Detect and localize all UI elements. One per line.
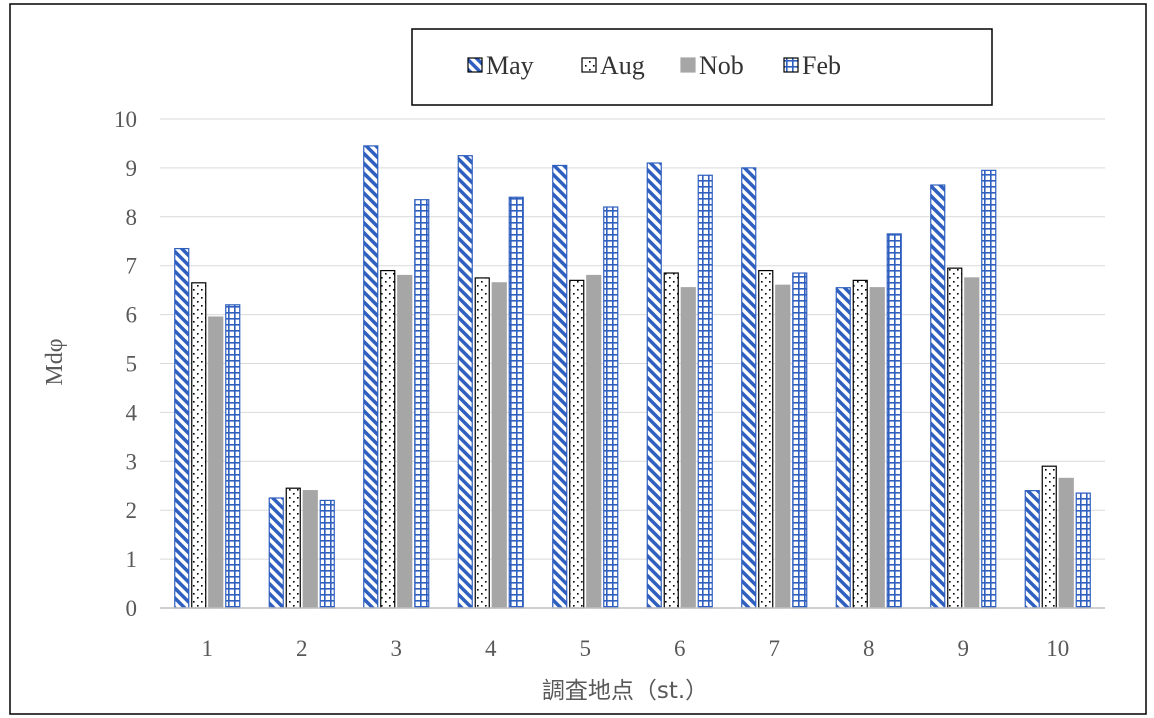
x-tick-label: 3 — [391, 636, 403, 661]
y-axis-tick-labels: 0 1 2 3 4 5 6 7 8 9 10 — [114, 107, 138, 621]
y-tick-label: 10 — [114, 107, 137, 132]
legend-swatch-may — [467, 57, 483, 73]
bar-nob-st2 — [302, 490, 318, 609]
bar-may-st6 — [646, 162, 662, 609]
bar-may-st7 — [741, 167, 757, 609]
x-tick-label: 1 — [202, 636, 214, 661]
bar-aug-st10 — [1041, 465, 1057, 609]
bar-aug-st2 — [285, 487, 301, 609]
bar-feb-st1 — [225, 304, 241, 609]
x-tick-label: 7 — [769, 636, 781, 661]
bar-may-st10 — [1024, 490, 1040, 609]
bar-may-st9 — [930, 184, 946, 609]
bar-may-st1 — [174, 247, 190, 609]
bar-feb-st6 — [697, 174, 713, 609]
bar-aug-st9 — [947, 267, 963, 609]
bar-nob-st8 — [869, 287, 885, 609]
x-tick-label: 9 — [958, 636, 970, 661]
bar-feb-st4 — [508, 196, 524, 609]
x-axis-tick-labels: 1 2 3 4 5 6 7 8 9 10 — [202, 636, 1070, 661]
bar-feb-st8 — [886, 233, 902, 609]
bar-aug-st6 — [663, 272, 679, 609]
x-tick-label: 5 — [580, 636, 592, 661]
y-tick-label: 0 — [126, 596, 138, 621]
y-tick-label: 1 — [126, 547, 138, 572]
bar-may-st8 — [835, 287, 851, 609]
x-tick-label: 6 — [674, 636, 686, 661]
y-tick-label: 3 — [126, 449, 138, 474]
bar-may-st3 — [363, 145, 379, 609]
y-tick-label: 2 — [126, 498, 138, 523]
legend-swatch-aug — [581, 57, 597, 73]
y-tick-label: 4 — [126, 400, 138, 425]
y-tick-label: 6 — [126, 303, 138, 328]
bar-feb-st10 — [1075, 492, 1091, 609]
bar-nob-st5 — [586, 274, 602, 609]
bar-may-st2 — [268, 497, 284, 609]
bar-nob-st1 — [208, 316, 224, 609]
bar-may-st4 — [457, 155, 473, 609]
bar-aug-st7 — [758, 269, 774, 609]
legend-label-aug: Aug — [600, 51, 645, 80]
legend-box — [411, 28, 993, 106]
bar-aug-st3 — [380, 269, 396, 609]
legend-label-may: May — [486, 51, 534, 80]
bar-aug-st1 — [191, 282, 207, 609]
legend-swatch-feb — [783, 57, 799, 73]
x-tick-label: 8 — [863, 636, 875, 661]
y-tick-label: 8 — [126, 205, 138, 230]
bar-aug-st8 — [852, 279, 868, 609]
bar-feb-st2 — [319, 499, 335, 609]
bar-nob-st9 — [964, 277, 980, 609]
legend-label-nob: Nob — [699, 51, 744, 80]
bar-feb-st9 — [981, 169, 997, 609]
x-tick-label: 10 — [1046, 636, 1069, 661]
x-tick-label: 4 — [485, 636, 497, 661]
bar-nob-st10 — [1058, 477, 1074, 609]
legend-label-feb: Feb — [802, 51, 841, 80]
bar-nob-st3 — [397, 274, 413, 609]
y-tick-label: 5 — [126, 352, 138, 377]
bar-may-st5 — [552, 164, 568, 609]
y-tick-label: 9 — [126, 156, 138, 181]
bar-aug-st5 — [569, 279, 585, 609]
bar-feb-st3 — [414, 199, 430, 609]
bar-nob-st4 — [491, 282, 507, 609]
y-axis-title: Mdφ — [42, 338, 68, 385]
x-axis-title: 調査地点（st.） — [542, 678, 708, 704]
bars — [174, 145, 1091, 609]
y-tick-label: 7 — [126, 254, 138, 279]
bar-aug-st4 — [474, 277, 490, 609]
bar-feb-st5 — [603, 206, 619, 609]
bar-feb-st7 — [792, 272, 808, 609]
bar-nob-st6 — [680, 287, 696, 609]
x-tick-label: 2 — [296, 636, 308, 661]
legend: May Aug Nob Feb — [411, 28, 993, 106]
bar-nob-st7 — [775, 284, 791, 609]
legend-swatch-nob — [680, 57, 696, 73]
